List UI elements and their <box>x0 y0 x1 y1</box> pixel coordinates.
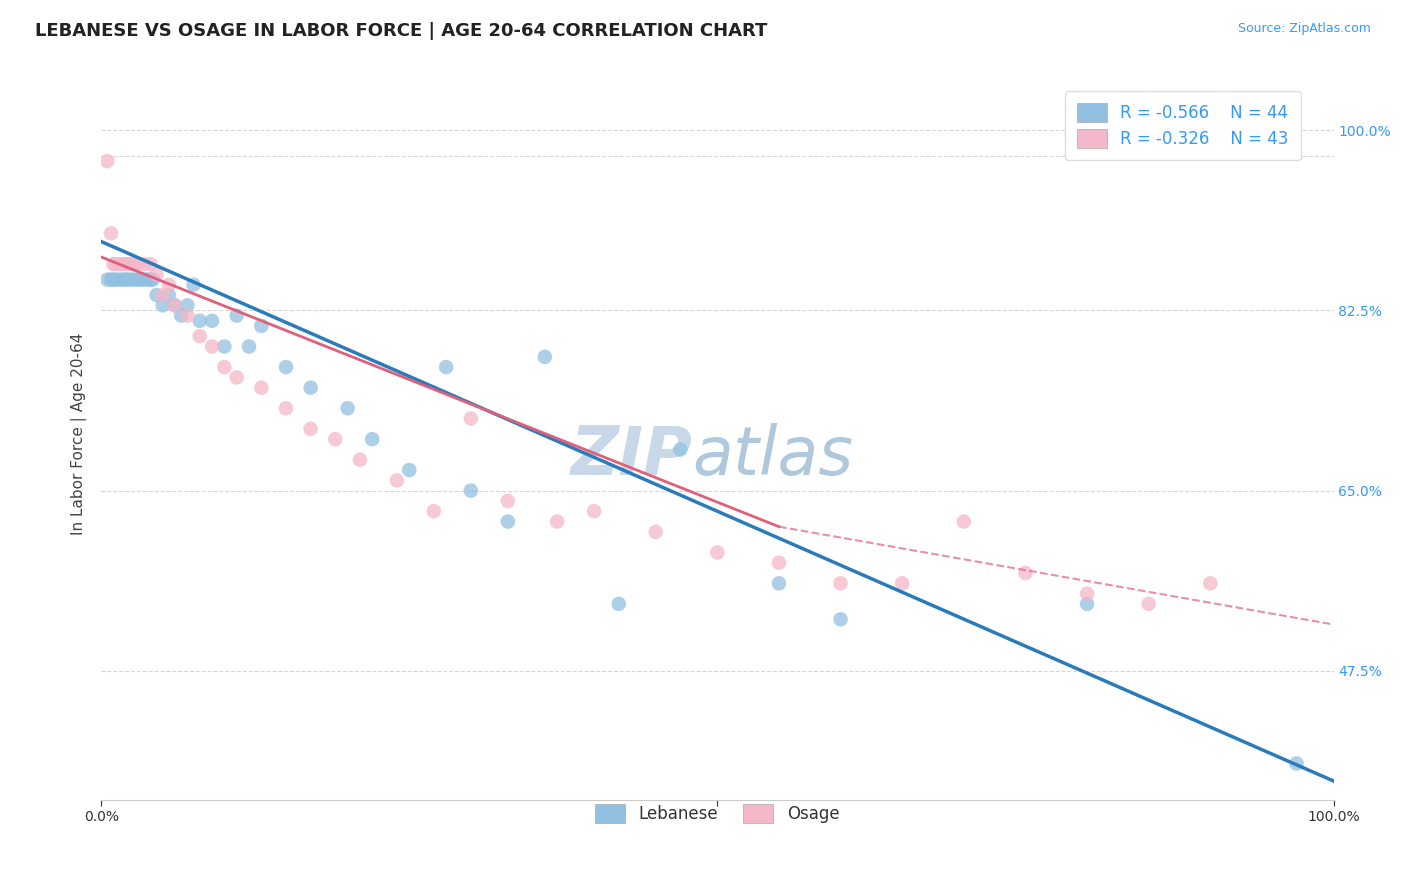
Point <box>157 288 180 302</box>
Y-axis label: In Labor Force | Age 20-64: In Labor Force | Age 20-64 <box>72 333 87 535</box>
Point <box>644 524 666 539</box>
Point <box>274 360 297 375</box>
Point <box>299 422 322 436</box>
Point <box>96 272 118 286</box>
Point <box>1199 576 1222 591</box>
Point <box>460 411 482 425</box>
Point <box>152 288 174 302</box>
Point <box>188 329 211 343</box>
Point <box>201 339 224 353</box>
Point <box>214 360 236 375</box>
Point <box>607 597 630 611</box>
Point <box>385 474 408 488</box>
Point <box>121 272 143 286</box>
Point <box>100 226 122 240</box>
Point <box>188 314 211 328</box>
Point <box>112 257 135 271</box>
Point <box>349 452 371 467</box>
Point <box>225 309 247 323</box>
Point <box>129 272 152 286</box>
Point <box>121 257 143 271</box>
Legend: Lebanese, Osage: Lebanese, Osage <box>583 792 851 835</box>
Point <box>139 272 162 286</box>
Point <box>830 576 852 591</box>
Point <box>423 504 446 518</box>
Point <box>145 268 167 282</box>
Point <box>891 576 914 591</box>
Point <box>114 272 136 286</box>
Point <box>152 298 174 312</box>
Point <box>214 339 236 353</box>
Point <box>1014 566 1036 580</box>
Point <box>170 309 193 323</box>
Point <box>336 401 359 416</box>
Point <box>176 298 198 312</box>
Point <box>830 612 852 626</box>
Point <box>127 257 149 271</box>
Point <box>108 272 131 286</box>
Point <box>145 288 167 302</box>
Point <box>533 350 555 364</box>
Point <box>952 515 974 529</box>
Point <box>250 318 273 333</box>
Point <box>124 257 146 271</box>
Point <box>1076 597 1098 611</box>
Point <box>250 381 273 395</box>
Point <box>361 432 384 446</box>
Point <box>134 272 156 286</box>
Point <box>100 272 122 286</box>
Point <box>134 257 156 271</box>
Point <box>323 432 346 446</box>
Point <box>546 515 568 529</box>
Point <box>124 272 146 286</box>
Point <box>112 272 135 286</box>
Point <box>496 494 519 508</box>
Point <box>1285 756 1308 771</box>
Point <box>165 298 187 312</box>
Point <box>1137 597 1160 611</box>
Point <box>183 277 205 292</box>
Point <box>201 314 224 328</box>
Point <box>1076 586 1098 600</box>
Point <box>299 381 322 395</box>
Point <box>669 442 692 457</box>
Point <box>108 257 131 271</box>
Point <box>117 272 139 286</box>
Point <box>274 401 297 416</box>
Point <box>103 272 125 286</box>
Point <box>165 298 187 312</box>
Point <box>768 556 790 570</box>
Point <box>157 277 180 292</box>
Point <box>768 576 790 591</box>
Point <box>139 257 162 271</box>
Point <box>460 483 482 498</box>
Point <box>142 272 165 286</box>
Point <box>434 360 457 375</box>
Text: LEBANESE VS OSAGE IN LABOR FORCE | AGE 20-64 CORRELATION CHART: LEBANESE VS OSAGE IN LABOR FORCE | AGE 2… <box>35 22 768 40</box>
Point <box>496 515 519 529</box>
Text: atlas: atlas <box>693 423 853 489</box>
Point <box>238 339 260 353</box>
Point <box>225 370 247 384</box>
Point <box>114 257 136 271</box>
Point <box>104 272 127 286</box>
Point <box>706 545 728 559</box>
Point <box>136 272 159 286</box>
Point <box>117 257 139 271</box>
Point <box>398 463 420 477</box>
Point <box>127 272 149 286</box>
Point <box>104 257 127 271</box>
Text: Source: ZipAtlas.com: Source: ZipAtlas.com <box>1237 22 1371 36</box>
Point <box>176 309 198 323</box>
Point <box>583 504 606 518</box>
Text: ZIP: ZIP <box>571 423 693 489</box>
Point <box>96 154 118 169</box>
Point <box>103 257 125 271</box>
